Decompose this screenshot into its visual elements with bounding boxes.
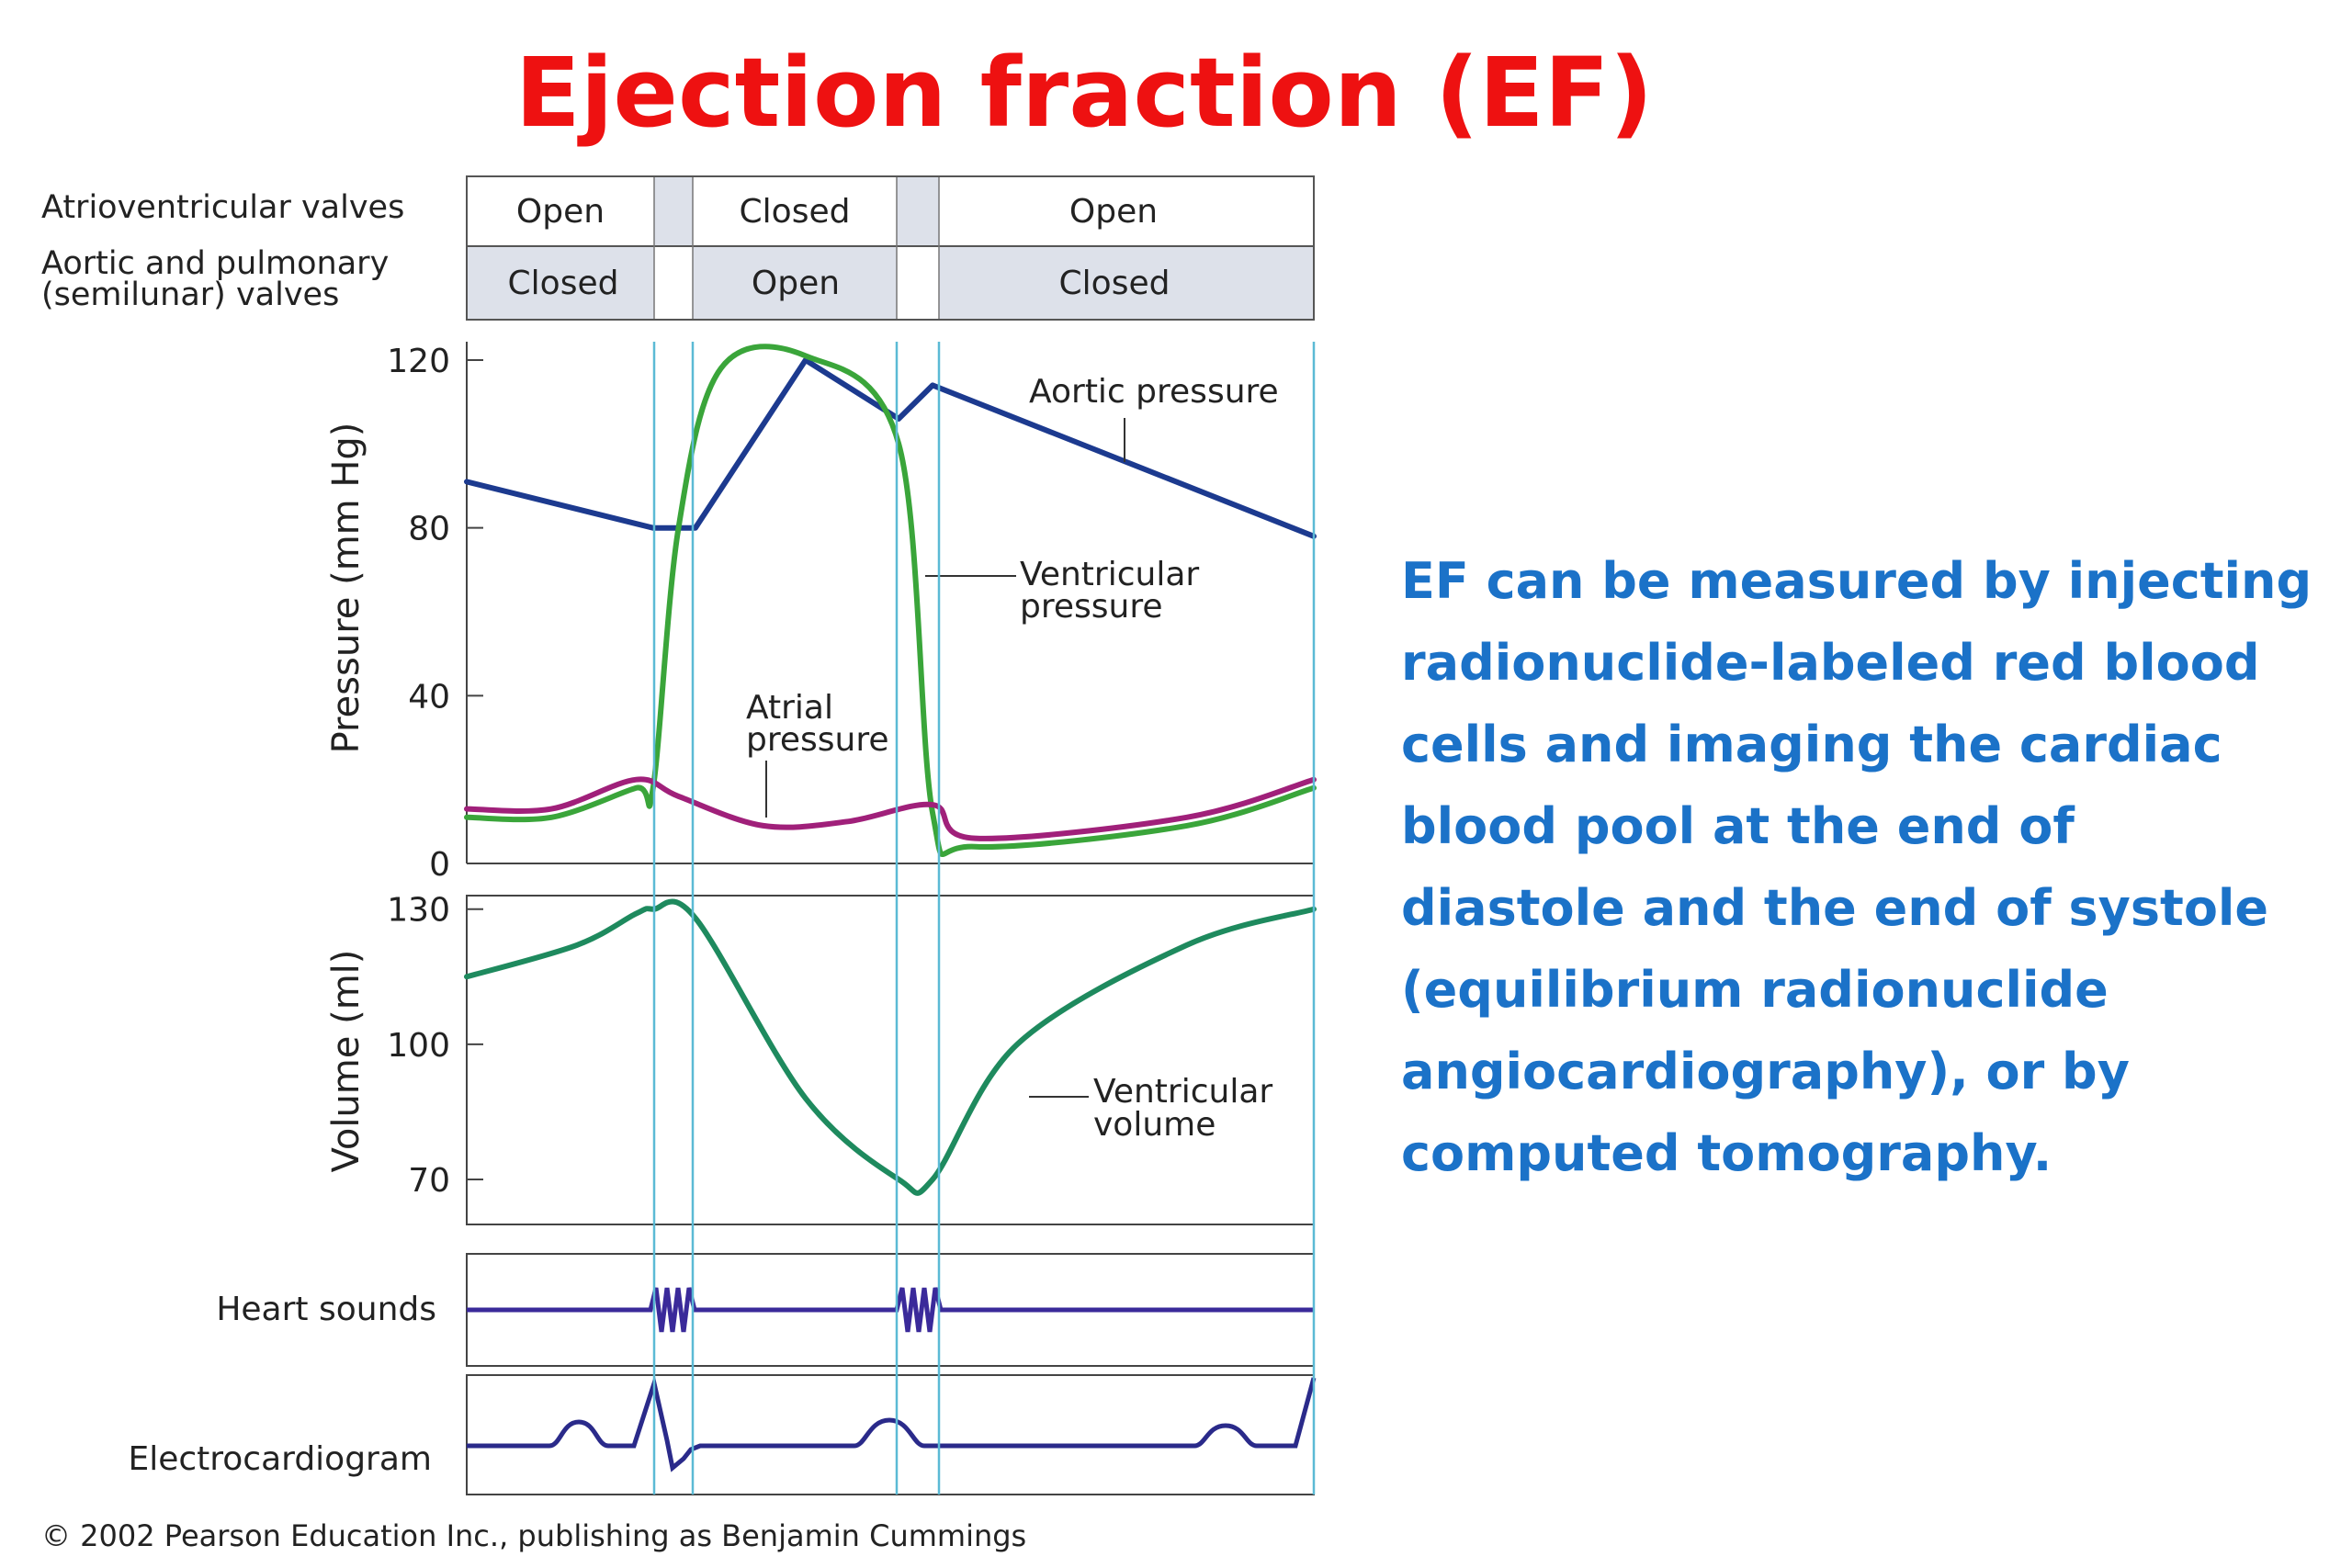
atrial-label-1: Atrial (746, 689, 833, 727)
semilunar-label-1: Aortic and pulmonary (41, 245, 389, 282)
y-tick-label: 100 (387, 1027, 450, 1065)
iso-relaxation-cell-2 (897, 246, 939, 320)
copyright-text: © 2002 Pearson Education Inc., publishin… (41, 1518, 1026, 1553)
y-tick-label: 40 (408, 678, 450, 716)
description-line-5: diastole and the end of systole (1401, 879, 2269, 937)
slide-title: Ejection fraction (EF) (514, 37, 1654, 149)
av-state-2: Closed (740, 193, 851, 231)
description-line-2: radionuclide-labeled red blood (1401, 634, 2260, 692)
pressure-axis-label: Pressure (mm Hg) (325, 423, 368, 754)
semilunar-label-2: (semilunar) valves (41, 276, 339, 313)
y-tick-label: 80 (408, 511, 450, 548)
description-line-7: angiocardiography), or by (1401, 1043, 2130, 1100)
semilunar-state-1: Closed (508, 265, 619, 302)
volume-label-1: Ventricular (1093, 1073, 1272, 1111)
av-state-1: Open (516, 193, 605, 231)
y-tick-label: 70 (408, 1162, 450, 1200)
ecg-trace (467, 1374, 1317, 1472)
description-line-8: computed tomography. (1401, 1124, 2052, 1182)
y-tick-label: 130 (387, 892, 450, 930)
iso-contraction-cell (654, 176, 693, 246)
volume-axis-label: Volume (ml) (325, 950, 368, 1173)
description-line-1: EF can be measured by injecting (1401, 552, 2312, 610)
semilunar-state-2: Open (752, 265, 840, 302)
ventricular-label-1: Ventricular (1020, 556, 1199, 593)
av-row (466, 175, 1315, 247)
pressure-ticks: 0 40 80 120 (387, 343, 483, 884)
description-line-4: blood pool at the end of (1401, 797, 2075, 855)
cardiac-cycle-figure: Open Closed Open Closed Open Closed Atri… (41, 175, 1317, 1553)
av-state-3: Open (1069, 193, 1158, 231)
heart-sounds-trace (467, 1287, 1314, 1333)
description-line-6: (equilibrium radionuclide (1401, 961, 2109, 1019)
ventricular-pressure-line (464, 344, 1317, 857)
av-valves-label: Atrioventricular valves (41, 189, 404, 226)
atrial-pressure-line (464, 776, 1317, 841)
description-line-3: cells and imaging the cardiac (1401, 716, 2222, 773)
volume-ticks: 70 100 130 (387, 892, 483, 1200)
aortic-label: Aortic pressure (1029, 373, 1279, 411)
heart-sounds-label: Heart sounds (216, 1291, 436, 1328)
ef-description: EF can be measured by injecting radionuc… (1401, 540, 2338, 1194)
ventricular-volume-line (464, 898, 1317, 1196)
ecg-panel: Electrocardiogram (128, 1374, 1317, 1495)
ventricular-label-2: pressure (1020, 588, 1163, 626)
y-tick-label: 0 (429, 846, 450, 884)
y-tick-label: 120 (387, 343, 450, 380)
volume-panel: 70 100 130 Volume (ml) Ventricular volume (325, 892, 1317, 1225)
atrial-label-2: pressure (746, 721, 889, 759)
pressure-lines (464, 344, 1317, 857)
semilunar-state-3: Closed (1059, 265, 1170, 302)
valve-table: Open Closed Open Closed Open Closed Atri… (41, 175, 1315, 321)
iso-relaxation-cell (897, 176, 939, 246)
pressure-panel: 0 40 80 120 Pressure (mm Hg) Aortic pressur… (325, 342, 1317, 884)
volume-lines (464, 898, 1317, 1196)
phase-lines (652, 342, 1316, 1495)
volume-label-2: volume (1093, 1106, 1216, 1144)
iso-contraction-cell-2 (654, 246, 693, 320)
ecg-label: Electrocardiogram (128, 1440, 432, 1478)
heart-sounds-panel: Heart sounds (216, 1253, 1315, 1367)
